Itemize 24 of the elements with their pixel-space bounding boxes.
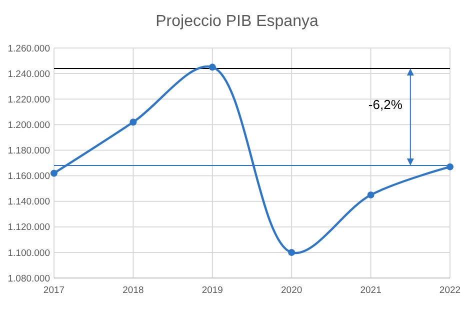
x-tick-label: 2022 <box>439 285 461 296</box>
point <box>130 118 137 126</box>
point <box>208 64 216 71</box>
x-tick-label: 2017 <box>43 285 65 296</box>
point <box>50 170 58 177</box>
x-tick-label: 2021 <box>360 285 382 296</box>
y-tick-label: 1.160.000 <box>8 171 50 182</box>
annotation: -6,2% <box>368 97 403 112</box>
y-tick-label: 1.200.000 <box>8 120 50 131</box>
y-tick-label: 1.260.000 <box>8 43 50 54</box>
point <box>288 248 296 256</box>
y-tick-label: 1.120.000 <box>8 222 50 234</box>
y-tick-label: 1.220.000 <box>8 94 50 106</box>
x-tick-label: 2020 <box>281 285 302 296</box>
x-tick-label: 2019 <box>202 285 223 296</box>
point <box>367 191 374 198</box>
y-tick-label: 1.140.000 <box>8 196 50 208</box>
y-tick-label: 1.100.000 <box>8 248 50 259</box>
y-tick-label: 1.080.000 <box>8 273 50 284</box>
chart-title: Projeccio PIB Espanya <box>156 13 318 30</box>
y-tick-label: 1.180.000 <box>8 146 50 157</box>
x-tick-label: 2018 <box>122 285 144 296</box>
point <box>446 163 454 170</box>
y-tick-label: 1.240.000 <box>8 68 50 80</box>
